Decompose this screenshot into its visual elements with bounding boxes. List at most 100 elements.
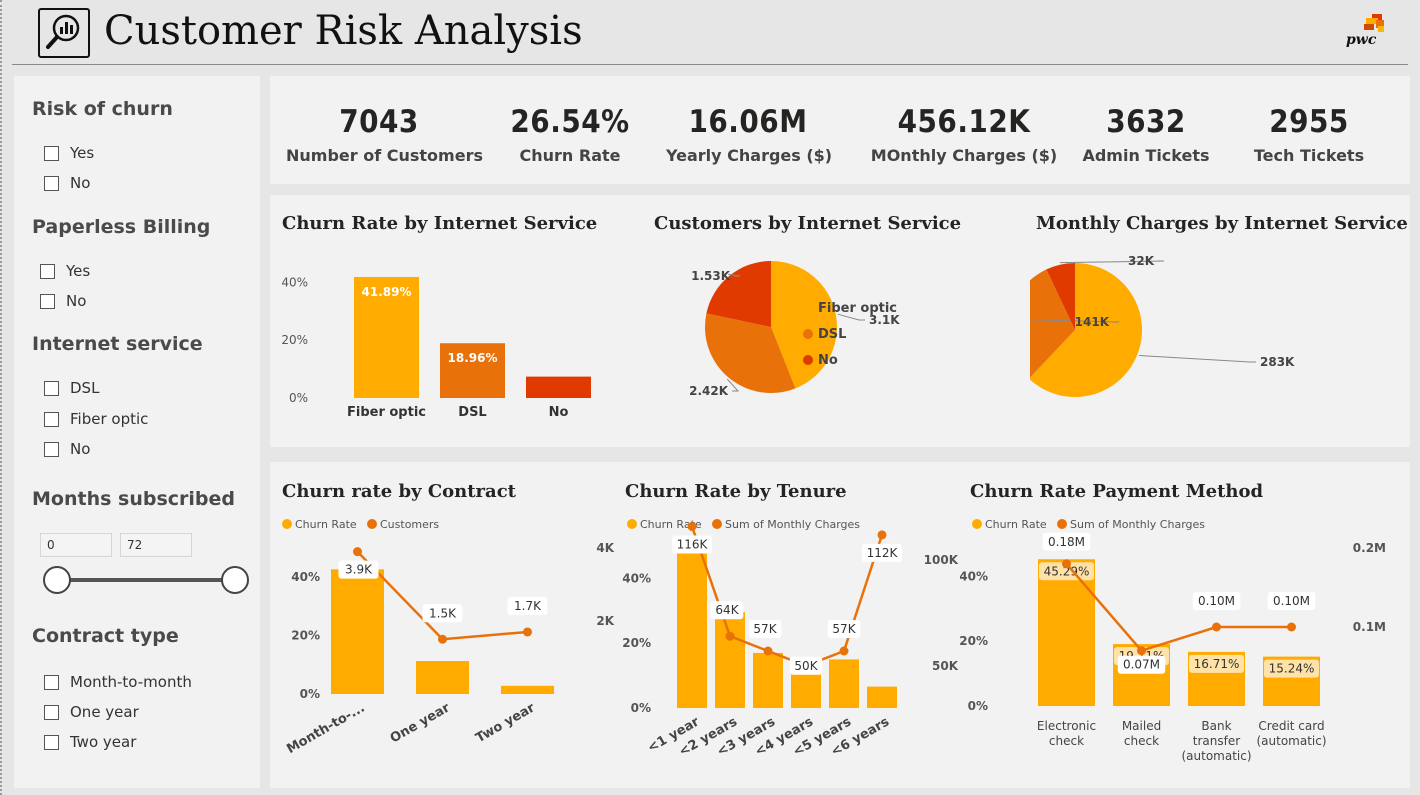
bar[interactable]: [753, 652, 783, 708]
checkbox-icon[interactable]: [44, 674, 59, 690]
data-label-bg: [422, 604, 463, 623]
y-tick-label: 0%: [300, 687, 320, 701]
checkbox-icon[interactable]: [44, 411, 59, 427]
legend-label[interactable]: Churn Rate: [295, 518, 357, 531]
legend-marker[interactable]: [712, 519, 722, 529]
bar[interactable]: [791, 669, 821, 708]
checkbox-icon[interactable]: [44, 704, 59, 720]
bar[interactable]: [829, 659, 859, 708]
pie-slice[interactable]: [1030, 263, 1142, 397]
line-point[interactable]: [523, 627, 532, 637]
line-point[interactable]: [1137, 646, 1146, 656]
checkbox-contract-month[interactable]: Month-to-month: [44, 673, 192, 691]
x-tick-label: Bank: [1201, 719, 1231, 733]
legend-label[interactable]: Customers: [380, 518, 439, 531]
bar[interactable]: [526, 376, 591, 398]
line-point[interactable]: [763, 646, 773, 656]
internet-service-panel: Churn Rate by Internet Service Customers…: [270, 195, 1410, 447]
data-label-bg: [748, 620, 782, 638]
line-point[interactable]: [839, 646, 849, 656]
slicer-title-paperless-billing: Paperless Billing: [32, 216, 211, 238]
line-point[interactable]: [725, 631, 735, 641]
x-tick-label: (automatic): [1181, 749, 1251, 763]
line-point[interactable]: [1212, 622, 1221, 632]
checkbox-contract-one-year[interactable]: One year: [44, 703, 139, 721]
chart-title-payment: Churn Rate Payment Method: [970, 481, 1264, 502]
bar[interactable]: [867, 686, 897, 708]
range-slider-max-handle[interactable]: [221, 566, 249, 594]
y-tick-label: 0%: [968, 699, 988, 713]
line-series: [1065, 562, 1292, 653]
checkbox-icon[interactable]: [44, 380, 59, 396]
y2-tick-label: 0.1M: [1353, 620, 1386, 634]
data-label: 16.71%: [1194, 657, 1240, 671]
range-max-input[interactable]: 72: [120, 533, 192, 557]
pie-slice[interactable]: [1030, 269, 1075, 378]
checkbox-internet-fiber[interactable]: Fiber optic: [44, 410, 148, 428]
x-tick-label: Fiber optic: [347, 405, 426, 420]
legend-label[interactable]: Sum of Monthly Charges: [725, 518, 860, 531]
bar[interactable]: [501, 685, 554, 694]
data-label: 112K: [867, 546, 899, 560]
legend-marker[interactable]: [972, 519, 982, 529]
legend-marker[interactable]: [803, 329, 813, 339]
bar[interactable]: [1038, 559, 1095, 706]
data-label: 0.10M: [1273, 594, 1310, 608]
range-min-input[interactable]: 0: [40, 533, 112, 557]
slicer-title-internet-service: Internet service: [32, 333, 203, 355]
slice-label: 3.1K: [869, 313, 900, 327]
checkbox-icon[interactable]: [44, 441, 59, 457]
data-label: 45.29%: [1044, 564, 1090, 578]
legend-label[interactable]: DSL: [818, 327, 846, 342]
legend-marker[interactable]: [803, 355, 813, 365]
legend-label[interactable]: Sum of Monthly Charges: [1070, 518, 1205, 531]
checkbox-risk-yes[interactable]: Yes: [44, 144, 94, 162]
checkbox-contract-two-year[interactable]: Two year: [44, 733, 136, 751]
line-point[interactable]: [438, 634, 447, 644]
line-point[interactable]: [877, 530, 887, 540]
tenure-combo-chart: Churn Rate Sum of Monthly Charges 0% 20% 40%…: [622, 518, 958, 760]
line-point[interactable]: [1062, 559, 1071, 569]
checkbox-paperless-yes[interactable]: Yes: [40, 262, 90, 280]
legend-marker[interactable]: [627, 519, 637, 529]
bar[interactable]: [416, 661, 469, 694]
data-label-bg: [1264, 659, 1319, 678]
checkbox-icon[interactable]: [44, 145, 59, 161]
chart-title-churn-internet: Churn Rate by Internet Service: [282, 213, 598, 234]
line-point[interactable]: [687, 521, 697, 531]
legend-label[interactable]: Churn Rate: [985, 518, 1047, 531]
pie-slice[interactable]: [705, 313, 796, 393]
checkbox-icon[interactable]: [40, 293, 55, 309]
y2-tick-label: 2K: [596, 614, 614, 628]
checkbox-icon[interactable]: [44, 175, 59, 191]
checkbox-internet-dsl[interactable]: DSL: [44, 379, 99, 397]
legend-marker[interactable]: [367, 519, 377, 529]
filter-pane: Risk of churn Yes No Paperless Billing Y…: [14, 76, 260, 788]
bar[interactable]: [440, 343, 505, 398]
legend-label[interactable]: Fiber optic: [818, 301, 897, 316]
bar[interactable]: [677, 551, 707, 708]
checkbox-risk-no[interactable]: No: [44, 174, 90, 192]
pie-slice[interactable]: [706, 261, 771, 327]
range-slider-track[interactable]: [56, 578, 236, 582]
slice-label: 1.53K: [691, 269, 731, 283]
legend-label[interactable]: Churn Rate: [640, 518, 702, 531]
bar[interactable]: [715, 612, 745, 708]
kpi-card-tech-tickets: 2955 Tech Tickets: [1253, 104, 1365, 165]
pie-slice[interactable]: [1046, 263, 1075, 330]
line-point[interactable]: [353, 547, 362, 557]
checkbox-internet-no[interactable]: No: [44, 440, 90, 458]
range-slider-min-handle[interactable]: [43, 566, 71, 594]
checkbox-icon[interactable]: [44, 734, 59, 750]
pie-slice[interactable]: [771, 261, 837, 389]
legend-label[interactable]: No: [818, 353, 838, 368]
bar[interactable]: [354, 276, 419, 398]
checkbox-icon[interactable]: [40, 263, 55, 279]
data-label: 15.24%: [1269, 662, 1315, 676]
line-point[interactable]: [1287, 622, 1296, 632]
bar[interactable]: [331, 569, 384, 694]
legend-marker[interactable]: [1057, 519, 1067, 529]
legend-marker[interactable]: [282, 519, 292, 529]
legend-marker[interactable]: [803, 303, 813, 313]
checkbox-paperless-no[interactable]: No: [40, 292, 86, 310]
